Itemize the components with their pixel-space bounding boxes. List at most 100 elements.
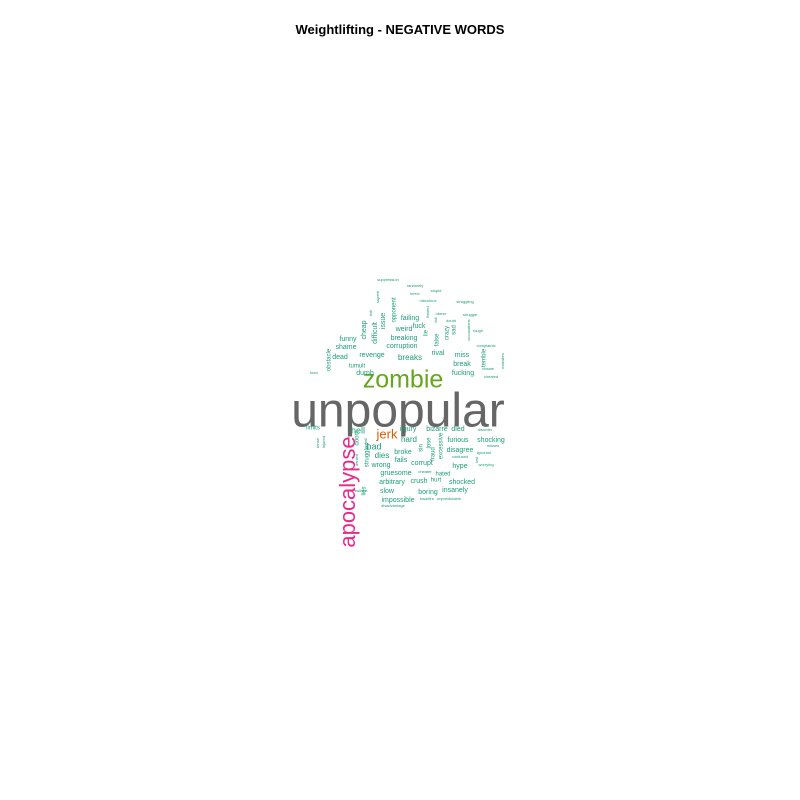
word-hard: hard (401, 435, 417, 444)
word-hell-1: hell (363, 438, 368, 444)
word-doom: doom (355, 430, 361, 445)
word-ridiculous: ridiculous (420, 298, 437, 303)
word-crazy: crazy (445, 326, 451, 340)
word-breaks: breaks (398, 353, 422, 362)
word-sad: sad (452, 325, 458, 335)
word-died: died (451, 426, 464, 433)
word-fails: fails (395, 457, 408, 464)
word-tense: tense (315, 437, 320, 448)
word-confused: confused (452, 454, 468, 459)
word-bad: bad (366, 441, 381, 451)
word-hell: hell (351, 425, 365, 435)
word-fuck: fuck (413, 323, 426, 330)
word-dumb: dumb (356, 370, 374, 377)
word-injury: injury (400, 426, 417, 433)
word-corruption: corruption (386, 343, 417, 350)
word-apocalypse: apocalypse (335, 436, 360, 547)
word-zombie: zombie (363, 366, 444, 394)
word-unpopular: unpopular (291, 385, 505, 438)
word-terrible: terrible (482, 348, 488, 367)
word-doubt: doubt (446, 318, 457, 323)
word-cheated: cheated (484, 374, 498, 379)
word-obese: obese (436, 311, 448, 316)
word-fail: fail (433, 317, 438, 322)
word-randomly: randomly (407, 283, 423, 288)
word-crush: crush (410, 478, 427, 485)
word-disorder: disorder (478, 427, 493, 432)
word-bizarre: bizarre (426, 426, 448, 433)
word-fraud: fraud (431, 447, 437, 461)
word-dead: dead (332, 354, 348, 361)
word-unpredictable: unpredictable (437, 496, 462, 501)
word-sin: sin (419, 444, 425, 452)
word-lost: lost (474, 456, 479, 463)
word-hurt: hurt (431, 478, 442, 484)
word-gruesome: gruesome (380, 470, 411, 477)
word-denied: denied (354, 454, 359, 466)
word-failing: failing (401, 315, 419, 322)
word-boring: boring (418, 489, 438, 496)
word-rough: rough (473, 328, 483, 333)
word-cheap: cheap (361, 320, 368, 339)
word-jerk: jerk (376, 426, 398, 441)
word-toxic: toxic (310, 370, 318, 375)
word-terror: terror (410, 291, 420, 296)
word-insanely: insanely (442, 487, 468, 494)
word-accusations: accusations (466, 319, 471, 340)
word-lose: lose (427, 437, 433, 449)
word-disadvantage: disadvantage (381, 503, 406, 508)
word-hated: hated (435, 472, 450, 478)
word-lies: lies (362, 486, 368, 495)
word-risk: risk (368, 310, 373, 316)
word-stupid: stupid (431, 288, 442, 293)
word-weird: weird (395, 326, 413, 333)
word-fucking: fucking (452, 370, 474, 377)
word-lie: lie (424, 329, 430, 336)
word-disagree: disagree (447, 447, 474, 454)
word-corrupt: corrupt (411, 460, 433, 467)
word-obstacle: obstacle (327, 348, 333, 371)
word-dies: dies (375, 451, 390, 460)
word-misses: misses (487, 443, 499, 448)
word-cheater: cheater (418, 469, 432, 474)
word-ignorant: ignorant (477, 450, 492, 455)
word-furious: furious (447, 437, 469, 444)
word-shame: shame (335, 344, 356, 351)
word-mistakes: mistakes (500, 353, 505, 369)
word-limits: limits (306, 426, 320, 432)
word-tumult: tumult (349, 364, 366, 370)
word-backfire: backfire (420, 496, 435, 501)
word-miss: miss (455, 352, 470, 359)
word-issue: issue (380, 313, 387, 329)
word-broke: broke (394, 449, 412, 456)
word-superb: superb (375, 290, 380, 303)
word-impossible: impossible (381, 497, 414, 504)
word-injured: injured (321, 436, 326, 448)
word-complaints: complaints (476, 343, 495, 348)
word-breaking: breaking (391, 335, 418, 342)
chart-title: Weightlifting - NEGATIVE WORDS (295, 22, 505, 37)
word-struggles: struggles (365, 443, 371, 467)
word-opponent: opponent (392, 297, 398, 322)
word-worrying: worrying (478, 462, 493, 467)
word-difficult: difficult (372, 322, 379, 344)
word-hype: hype (452, 463, 467, 470)
word-flawed: flawed (425, 306, 430, 318)
word-cheats: cheats (482, 366, 494, 371)
word-slow: slow (380, 488, 395, 495)
word-shocked: shocked (449, 479, 475, 486)
word-struggling: struggling (456, 299, 473, 304)
word-arbitrary: arbitrary (379, 479, 405, 486)
word-suppression: suppression (377, 277, 399, 282)
word-shocking: shocking (477, 437, 505, 444)
word-excessive: excessive (439, 432, 445, 459)
word-break: break (453, 361, 471, 368)
word-struggle: struggle (463, 312, 478, 317)
word-revenge: revenge (359, 352, 384, 359)
word-rival: rival (432, 350, 445, 357)
word-false: false (435, 333, 441, 346)
word-funny: funny (339, 336, 357, 343)
word-bullshit: bullshit (355, 488, 368, 493)
word-wrong: wrong (370, 462, 390, 469)
